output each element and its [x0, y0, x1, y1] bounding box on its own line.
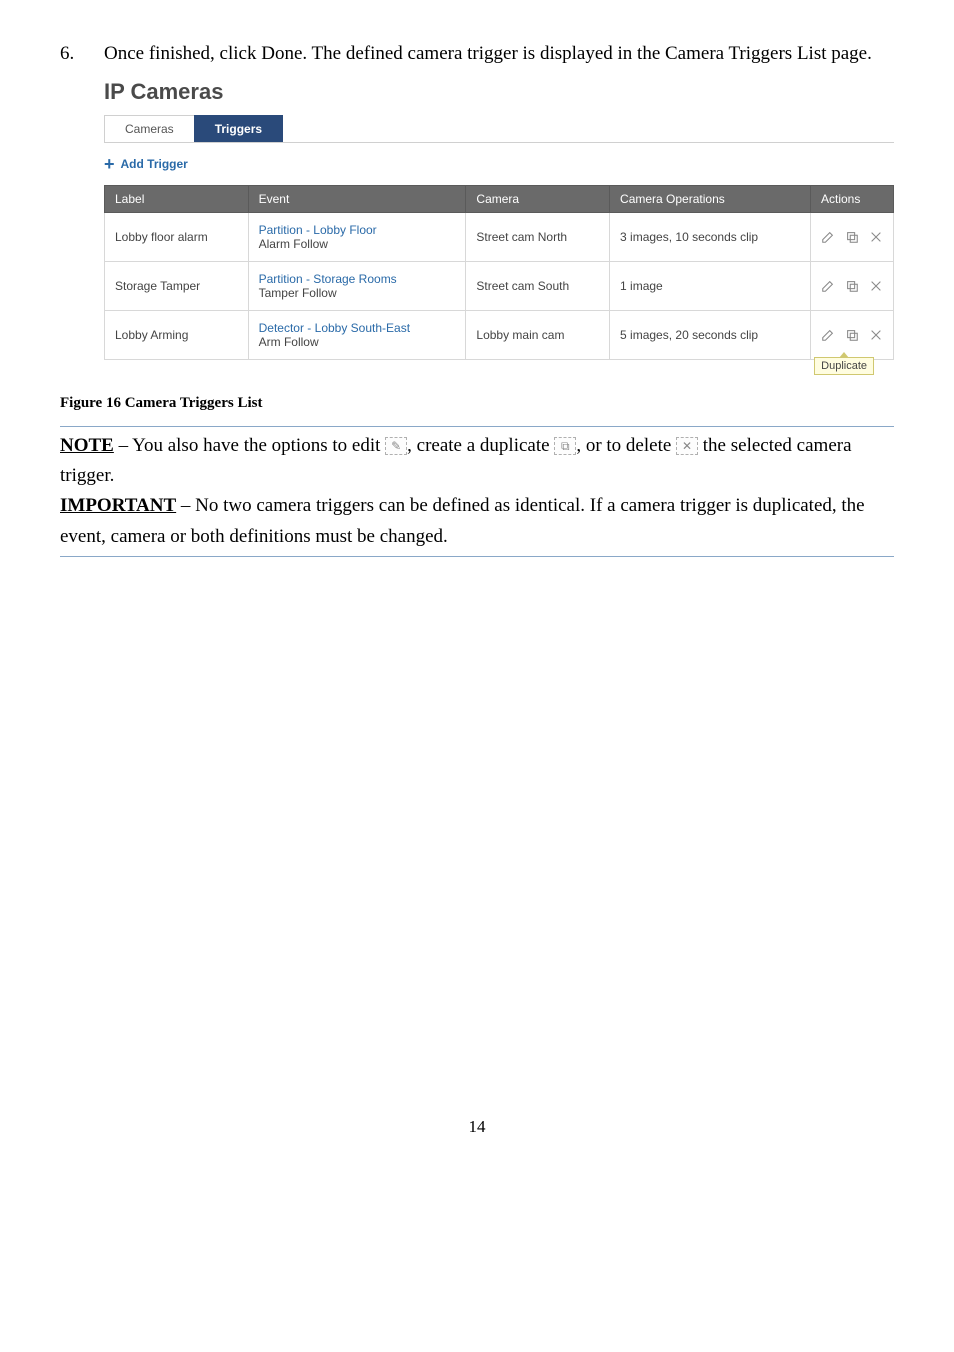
- col-actions: Actions: [811, 185, 894, 212]
- edit-icon[interactable]: [821, 328, 835, 342]
- edit-icon[interactable]: [821, 279, 835, 293]
- cell-label: Lobby Arming: [105, 310, 249, 359]
- tab-triggers[interactable]: Triggers: [194, 115, 283, 142]
- edit-icon: ✎: [385, 437, 407, 455]
- event-main: Detector - Lobby South-East: [259, 321, 456, 335]
- cell-camera: Lobby main cam: [466, 310, 610, 359]
- delete-icon: ✕: [676, 437, 698, 455]
- note-text-3: , or to delete: [576, 435, 676, 456]
- col-label: Label: [105, 185, 249, 212]
- tab-cameras[interactable]: Cameras: [104, 115, 195, 142]
- cell-ops: 5 images, 20 seconds clip: [610, 310, 811, 359]
- step-text: Once finished, click Done. The defined c…: [104, 40, 894, 69]
- cell-actions: [811, 212, 894, 261]
- cell-event: Detector - Lobby South-East Arm Follow: [248, 310, 466, 359]
- duplicate-icon[interactable]: [845, 230, 859, 244]
- note-text-2: , create a duplicate: [407, 435, 554, 456]
- cell-label: Storage Tamper: [105, 261, 249, 310]
- event-sub: Arm Follow: [259, 335, 456, 349]
- cell-actions: [811, 261, 894, 310]
- delete-icon[interactable]: [869, 230, 883, 244]
- edit-icon[interactable]: [821, 230, 835, 244]
- tab-row: Cameras Triggers: [104, 115, 894, 143]
- note-paragraph: NOTE – You also have the options to edit…: [60, 426, 894, 492]
- plus-icon: +: [104, 155, 115, 173]
- important-text: – No two camera triggers can be defined …: [60, 495, 865, 546]
- col-ops: Camera Operations: [610, 185, 811, 212]
- duplicate-icon[interactable]: [845, 279, 859, 293]
- step-number: 6.: [60, 40, 104, 69]
- delete-icon[interactable]: [869, 328, 883, 342]
- screenshot-region: IP Cameras Cameras Triggers + Add Trigge…: [104, 79, 894, 360]
- event-main: Partition - Storage Rooms: [259, 272, 456, 286]
- instruction-step: 6. Once finished, click Done. The define…: [60, 40, 894, 69]
- cell-event: Partition - Lobby Floor Alarm Follow: [248, 212, 466, 261]
- triggers-table: Label Event Camera Camera Operations Act…: [104, 185, 894, 360]
- event-main: Partition - Lobby Floor: [259, 223, 456, 237]
- cell-camera: Street cam North: [466, 212, 610, 261]
- tooltip-region: Duplicate: [104, 356, 894, 375]
- table-row: Lobby floor alarm Partition - Lobby Floo…: [105, 212, 894, 261]
- event-sub: Tamper Follow: [259, 286, 456, 300]
- add-trigger-button[interactable]: + Add Trigger: [104, 155, 894, 173]
- page-number: 14: [60, 1117, 894, 1137]
- col-camera: Camera: [466, 185, 610, 212]
- figure-caption: Figure 16 Camera Triggers List: [60, 395, 894, 412]
- col-event: Event: [248, 185, 466, 212]
- important-paragraph: IMPORTANT – No two camera triggers can b…: [60, 491, 894, 557]
- cell-ops: 3 images, 10 seconds clip: [610, 212, 811, 261]
- event-sub: Alarm Follow: [259, 237, 456, 251]
- cell-actions: [811, 310, 894, 359]
- cell-label: Lobby floor alarm: [105, 212, 249, 261]
- add-trigger-label: Add Trigger: [121, 157, 188, 171]
- table-row: Lobby Arming Detector - Lobby South-East…: [105, 310, 894, 359]
- important-label: IMPORTANT: [60, 495, 176, 516]
- table-header-row: Label Event Camera Camera Operations Act…: [105, 185, 894, 212]
- tooltip-duplicate: Duplicate: [814, 357, 874, 375]
- note-label: NOTE: [60, 435, 114, 456]
- cell-event: Partition - Storage Rooms Tamper Follow: [248, 261, 466, 310]
- cell-ops: 1 image: [610, 261, 811, 310]
- cell-camera: Street cam South: [466, 261, 610, 310]
- note-text-1: – You also have the options to edit: [114, 435, 385, 456]
- duplicate-icon: ⧉: [554, 437, 576, 455]
- duplicate-icon[interactable]: [845, 328, 859, 342]
- page-title: IP Cameras: [104, 79, 894, 105]
- table-row: Storage Tamper Partition - Storage Rooms…: [105, 261, 894, 310]
- delete-icon[interactable]: [869, 279, 883, 293]
